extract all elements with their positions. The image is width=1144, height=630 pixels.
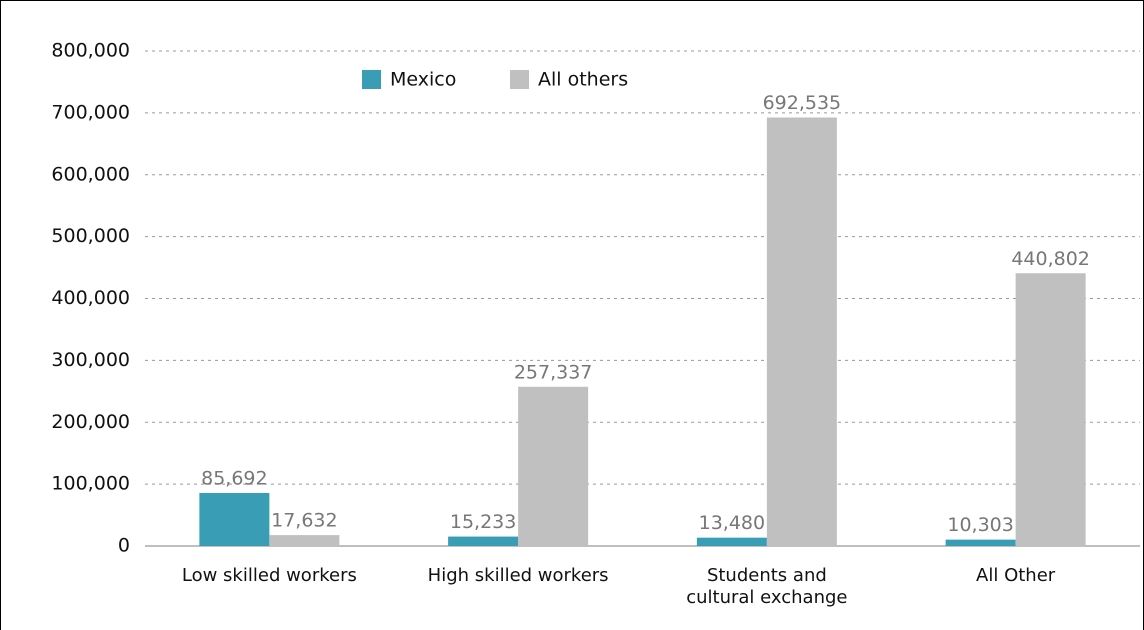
y-tick-label: 100,000 <box>51 473 130 495</box>
value-label: 13,480 <box>699 512 765 534</box>
y-tick-label: 700,000 <box>51 101 130 123</box>
x-tick-label: High skilled workers <box>427 565 609 586</box>
value-label: 440,802 <box>1011 248 1090 270</box>
legend-swatch <box>362 70 381 89</box>
bar <box>199 492 270 546</box>
y-tick-label: 200,000 <box>51 411 130 433</box>
bar <box>696 537 767 546</box>
y-tick-label: 400,000 <box>51 287 130 309</box>
value-label: 10,303 <box>947 514 1013 536</box>
y-tick-label: 300,000 <box>51 349 130 371</box>
x-tick-label: Students and cultural exchange <box>686 565 848 608</box>
bar <box>766 117 837 547</box>
value-label: 85,692 <box>201 467 267 489</box>
value-label: 257,337 <box>514 361 593 383</box>
y-tick-label: 800,000 <box>51 40 130 62</box>
bar <box>1015 273 1086 546</box>
bar <box>448 536 519 546</box>
value-label: 17,632 <box>271 510 337 532</box>
legend-label: Mexico <box>390 69 456 91</box>
bar <box>269 535 340 546</box>
legend-label: All others <box>538 69 628 91</box>
y-tick-label: 0 <box>118 535 130 557</box>
value-label: 692,535 <box>763 92 842 114</box>
bar <box>518 386 589 546</box>
y-tick-label: 600,000 <box>51 163 130 185</box>
x-tick-label: Low skilled workers <box>181 565 357 586</box>
x-tick-label: All Other <box>976 565 1056 586</box>
bar <box>945 539 1016 546</box>
value-label: 15,233 <box>450 511 516 533</box>
y-tick-label: 500,000 <box>51 225 130 247</box>
legend-swatch <box>510 70 529 89</box>
